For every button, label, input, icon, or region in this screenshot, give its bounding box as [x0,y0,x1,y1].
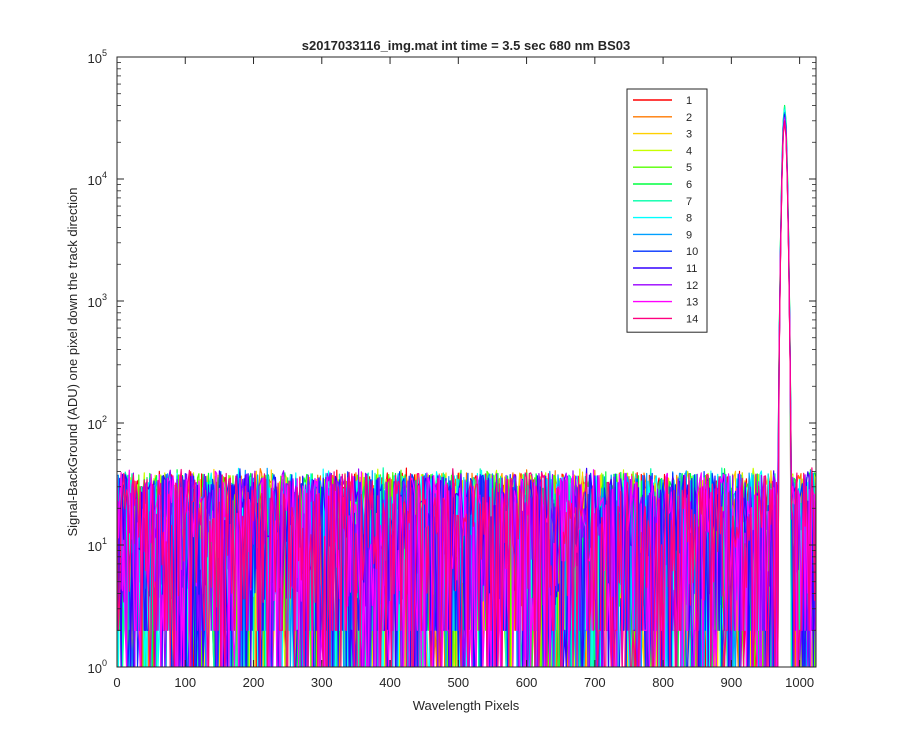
y-tick-base: 10 [88,417,102,432]
x-tick-label: 200 [243,675,265,690]
y-tick-exponent: 3 [102,292,107,302]
legend-label-5: 5 [686,162,692,174]
y-tick-exponent: 0 [102,658,107,668]
y-tick-label: 102 [88,414,107,432]
x-tick-label: 100 [174,675,196,690]
y-tick-label: 103 [88,292,107,310]
y-tick-base: 10 [88,539,102,554]
series-layer [117,104,816,667]
legend-label-2: 2 [686,112,692,124]
plot-frame [116,56,817,668]
legend-label-9: 9 [686,229,692,241]
y-axis-label: Signal-BackGround (ADU) one pixel down t… [65,187,80,536]
y-tick-label: 104 [88,170,107,188]
x-tick-label: 600 [516,675,538,690]
y-tick-exponent: 1 [102,536,107,546]
legend-label-3: 3 [686,129,692,141]
y-tick-base: 10 [88,173,102,188]
y-tick-exponent: 4 [102,170,107,180]
x-tick-label: 900 [721,675,743,690]
legend-label-6: 6 [686,179,692,191]
x-tick-label: 0 [113,675,120,690]
legend-label-11: 11 [686,263,697,275]
y-tick-label: 100 [88,658,107,676]
x-tick-label: 400 [379,675,401,690]
tick-layer: 0 100 200 300 400 500 600 700 800 900 100010010110… [88,48,816,690]
axes-frame [116,56,817,668]
y-tick-exponent: 2 [102,414,107,424]
y-tick-exponent: 5 [102,48,107,58]
x-tick-label: 700 [584,675,606,690]
legend-label-4: 4 [686,145,692,157]
y-tick-base: 10 [88,661,102,676]
x-tick-label: 1000 [785,675,814,690]
legend-label-12: 12 [686,280,698,292]
legend-label-7: 7 [686,196,692,208]
series-line-13 [117,118,816,667]
y-tick-label: 101 [88,536,107,554]
x-axis-label: Wavelength Pixels [413,698,520,713]
legend-box [626,88,708,333]
legend-label-10: 10 [686,246,698,258]
legend-label-8: 8 [686,213,692,225]
legend-label-13: 13 [686,297,698,309]
y-tick-label: 105 [88,48,107,66]
x-tick-label: 300 [311,675,333,690]
x-tick-label: 800 [652,675,674,690]
x-tick-label: 500 [447,675,469,690]
legend-label-14: 14 [686,313,698,325]
legend-label-1: 1 [686,95,692,107]
chart-title: s2017033116_img.mat int time = 3.5 sec 6… [302,38,630,53]
series-line-12 [117,116,816,667]
y-tick-base: 10 [88,51,102,66]
series-line-14 [117,120,816,667]
y-tick-base: 10 [88,295,102,310]
